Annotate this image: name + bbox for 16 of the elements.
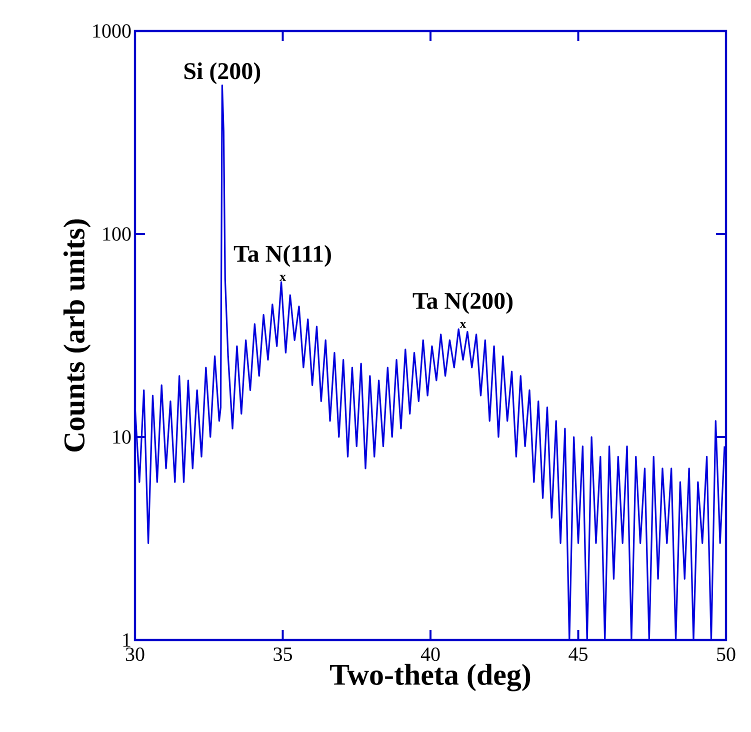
x-tick-label: 30	[126, 648, 144, 662]
x-tick-label: 50	[717, 648, 736, 662]
y-tick-label: 1000	[93, 24, 131, 38]
annotation: x	[280, 274, 286, 281]
y-tick-label: 100	[103, 227, 131, 241]
annotation: Ta N(111)	[234, 245, 331, 267]
x-tick-label: 35	[274, 648, 292, 661]
x-tick-label: 40	[420, 648, 440, 662]
y-tick-label: 1	[123, 633, 130, 647]
x-tick-label: 45	[568, 648, 588, 661]
annotation: x	[460, 322, 466, 328]
annotation: Ta N(200)	[412, 292, 513, 314]
y-axis-title: Counts (arb units)	[63, 219, 91, 452]
annotation: Si (200)	[184, 62, 260, 84]
x-axis-title: Two-theta (deg)	[330, 664, 530, 692]
y-tick-label: 10	[113, 430, 131, 444]
